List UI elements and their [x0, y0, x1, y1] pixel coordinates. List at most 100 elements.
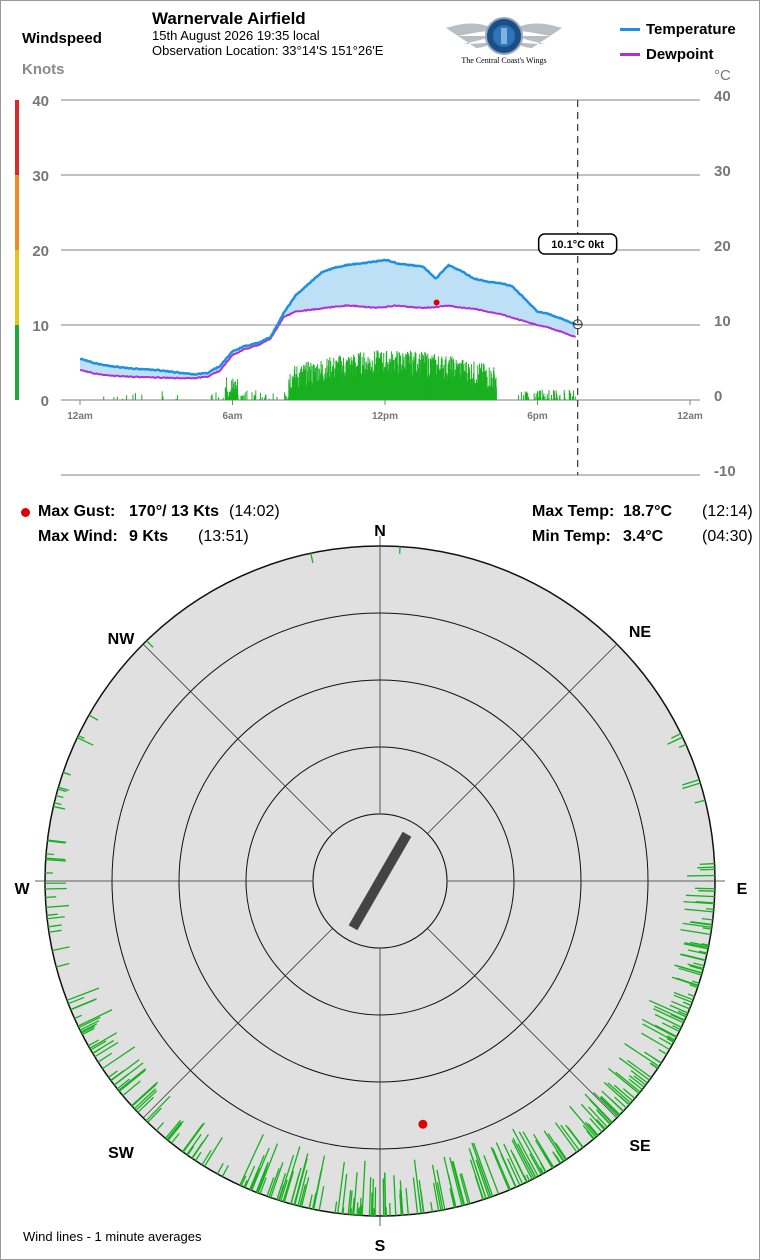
y-right-tick-label: -10 [714, 463, 736, 480]
wind-line [673, 991, 694, 1001]
wind-line [694, 799, 706, 804]
wind-line [278, 1184, 285, 1201]
wind-line [310, 553, 314, 563]
wind-line [311, 1192, 317, 1210]
wind-line [672, 1024, 681, 1030]
wind-line [596, 1109, 611, 1125]
time-series-chart: 0 10 20 30 40 40 30 20 10 0 -10 12am 6am 12pm 6pm 12am 1… [15, 88, 736, 480]
wind-line [547, 1133, 567, 1161]
wind-line [683, 900, 715, 905]
wind-line [626, 1059, 652, 1079]
wind-line [468, 1147, 487, 1199]
wind-line [201, 1149, 212, 1166]
wind-line [88, 1039, 99, 1047]
wind-line [670, 1014, 685, 1022]
wind-line [137, 1096, 155, 1113]
compass-label-s: S [375, 1238, 386, 1255]
wind-line [89, 1032, 118, 1049]
wind-line [469, 1159, 485, 1200]
wind-line [249, 1154, 265, 1190]
wind-line [599, 1096, 620, 1117]
wind-line [669, 1004, 689, 1014]
wind-line [700, 868, 715, 871]
wind-line [45, 887, 67, 890]
wind-line [66, 987, 100, 1001]
wind-line [506, 1158, 521, 1186]
wind-line [684, 942, 709, 949]
wind-line [691, 921, 713, 926]
wind-line [250, 1173, 259, 1191]
wind-line [702, 927, 712, 930]
wind-line [45, 896, 57, 899]
wind-line [118, 1069, 146, 1092]
current-readout-text: 10.1°C 0kt [551, 239, 604, 251]
wind-line [512, 1137, 535, 1179]
legend-dewpoint-swatch [620, 53, 640, 56]
y-right-tick-label: 40 [714, 88, 731, 105]
wind-line [641, 1018, 677, 1038]
wind-line [55, 794, 64, 799]
wind-line [589, 1099, 613, 1124]
rose-spoke [142, 643, 333, 834]
wind-line [588, 1106, 608, 1128]
wind-line [451, 1161, 465, 1206]
wind-line [290, 1167, 302, 1205]
logo-caption: The Central Coast's Wings [461, 56, 547, 65]
wind-line [256, 1169, 267, 1193]
wind-line [90, 1040, 107, 1051]
wind-line [108, 1070, 118, 1078]
wind-line [525, 1174, 531, 1182]
wind-line [122, 1080, 141, 1097]
wind-line [517, 1143, 537, 1178]
max-gust-label: Max Gust: [38, 503, 116, 520]
wind-line [74, 1014, 82, 1020]
wind-line [243, 1180, 248, 1188]
wind-line [541, 1149, 554, 1169]
wind-line [57, 788, 67, 793]
wind-line [671, 1000, 690, 1010]
max-temp-time: (12:14) [702, 503, 753, 520]
wind-line [701, 917, 713, 921]
compass-label-ne: NE [629, 624, 652, 641]
x-tick-label: 12pm [372, 411, 398, 422]
wind-line [630, 1070, 648, 1084]
wind-line [673, 994, 693, 1004]
wind-line [614, 1096, 627, 1109]
max-wind-value: 9 Kts [129, 528, 169, 545]
dewpoint-line [79, 304, 576, 380]
wind-line [443, 1156, 457, 1208]
wind-line [569, 1105, 597, 1138]
current-readout-box [537, 233, 618, 255]
wind-line [54, 802, 62, 806]
wind-line [449, 1188, 456, 1208]
rose-spoke [427, 928, 618, 1119]
min-temp-time: (04:30) [702, 528, 753, 545]
wind-line [554, 1122, 578, 1153]
max-gust-value: 170°/ 13 Kts [129, 503, 220, 520]
wind-line [133, 1088, 157, 1110]
wind-line [596, 1118, 606, 1130]
observation-datetime: 15th August 2026 19:35 local [152, 28, 320, 43]
wind-line [45, 857, 66, 861]
wind-rose-chart: N NE E SE S SW W NW [14, 523, 747, 1255]
wind-line [697, 866, 715, 869]
wind-line [452, 1160, 466, 1206]
wind-line [186, 1146, 195, 1156]
wind-line [451, 1192, 456, 1208]
wind-line [613, 1084, 634, 1102]
compass-label-w: W [14, 881, 30, 898]
wind-line [186, 1134, 202, 1156]
wind-line [667, 736, 683, 745]
wind-line [170, 1132, 180, 1144]
wind-line [512, 1153, 528, 1183]
wind-line [554, 1142, 568, 1160]
wind-line [671, 733, 682, 739]
wind-line [203, 1136, 223, 1167]
wind-line [283, 1171, 295, 1203]
wind-line [399, 1193, 402, 1216]
wind-line [191, 1141, 204, 1159]
wind-line [589, 1117, 603, 1133]
wind-line [653, 1008, 684, 1024]
wind-line [167, 1120, 184, 1141]
wind-line [539, 1167, 545, 1174]
